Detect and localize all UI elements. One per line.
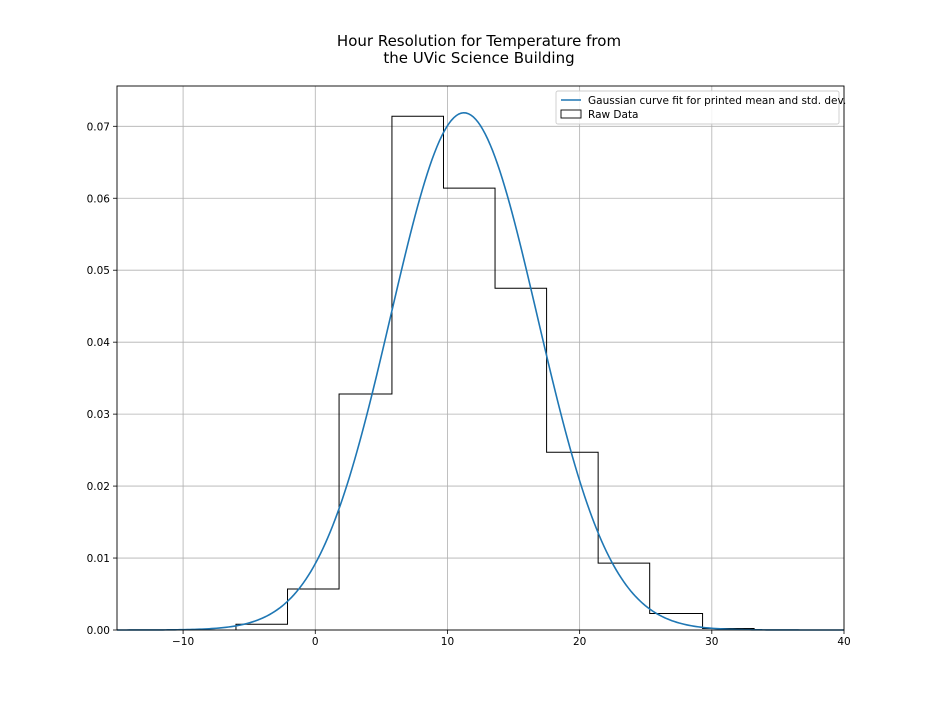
x-tick-label: −10 <box>172 636 194 648</box>
chart-title-line-1: Hour Resolution for Temperature from <box>337 32 621 50</box>
histogram-bin <box>392 116 444 630</box>
x-tick-label: 30 <box>705 636 718 648</box>
raw-data-histogram <box>235 115 755 630</box>
y-tick-label: 0.03 <box>87 409 110 421</box>
x-tick-label: 10 <box>441 636 454 648</box>
histogram-bin <box>443 188 495 630</box>
histogram-bin <box>495 288 547 630</box>
gaussian-curve-line <box>117 111 844 631</box>
legend: Gaussian curve fit for printed mean and … <box>555 90 846 125</box>
y-tick-label: 0.01 <box>87 553 110 565</box>
histogram-outline <box>235 115 755 630</box>
plot-background <box>117 86 844 630</box>
y-tick-label: 0.06 <box>87 193 111 205</box>
y-axis-ticks: 0.00 0.01 0.02 0.03 0.04 0.05 0.06 0.07 <box>87 121 117 637</box>
y-tick-label: 0.02 <box>87 481 110 493</box>
histogram-bin <box>339 394 392 630</box>
x-tick-label: 20 <box>573 636 586 648</box>
legend-raw-data-label: Raw Data <box>588 109 639 121</box>
y-tick-label: 0.04 <box>87 337 111 349</box>
legend-box <box>555 90 840 125</box>
y-tick-label: 0.00 <box>87 625 110 637</box>
chart-title-line-2: the UVic Science Building <box>383 49 574 67</box>
plot-frame <box>116 85 845 631</box>
x-axis-ticks: −10 0 10 20 30 40 <box>172 630 851 648</box>
y-tick-label: 0.05 <box>87 265 110 277</box>
histogram-bin <box>547 452 599 630</box>
histogram-bin <box>288 589 340 630</box>
y-tick-label: 0.07 <box>87 121 110 133</box>
x-tick-label: 40 <box>837 636 850 648</box>
legend-raw-data-swatch <box>560 109 582 119</box>
histogram-bin <box>598 563 650 630</box>
x-tick-label: 0 <box>312 636 319 648</box>
legend-gaussian-label: Gaussian curve fit for printed mean and … <box>588 95 846 107</box>
